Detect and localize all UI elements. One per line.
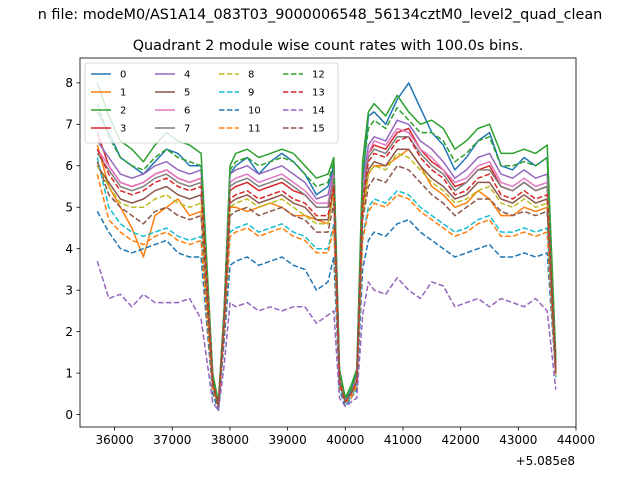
y-tick-label: 8 [65,76,73,90]
y-tick-label: 0 [65,408,73,422]
series-line-7 [96,136,557,408]
y-tick-label: 3 [65,283,73,297]
legend-label-2: 2 [120,106,126,117]
x-tick-label: 43000 [499,433,537,447]
y-tick-label: 5 [65,201,73,215]
plot-area [96,82,557,412]
x-tick-label: 41000 [384,433,422,447]
x-tick-label: 40000 [326,433,364,447]
x-tick-label: 44000 [557,433,595,447]
series-line-12 [96,103,557,403]
series-line-11 [96,173,557,408]
legend-label-0: 0 [120,70,126,81]
x-tick-label: 39000 [269,433,307,447]
legend-label-10: 10 [248,106,261,117]
legend-label-15: 15 [312,124,325,135]
y-tick-label: 1 [65,366,73,380]
series-line-2 [96,82,557,403]
series-line-8 [96,152,557,408]
legend-label-7: 7 [184,124,190,135]
legend-label-13: 13 [312,88,325,99]
axes: 36000 37000 38000 39000 40000 41000 42000 43000… [65,57,595,447]
legend-label-11: 11 [248,124,261,135]
legend-label-8: 8 [248,70,254,81]
legend-label-1: 1 [120,88,126,99]
series-line-9 [96,157,557,408]
legend-label-3: 3 [120,124,126,135]
legend-label-12: 12 [312,70,325,81]
legend-label-4: 4 [184,70,190,81]
figure-suptitle: n file: modeM0/AS1A14_083T03_9000006548_… [38,7,603,23]
series-line-4 [96,119,557,408]
y-tick-label: 7 [65,118,73,132]
legend-label-14: 14 [312,106,325,117]
y-tick-label: 2 [65,325,73,339]
x-tick-label: 37000 [153,433,191,447]
legend-label-6: 6 [184,106,190,117]
x-offset-label: +5.085e8 [516,454,575,468]
legend-label-9: 9 [248,88,254,99]
series-line-1 [96,144,557,408]
x-tick-label: 36000 [96,433,134,447]
legend-label-5: 5 [184,88,190,99]
series-line-14 [96,260,557,412]
series-line-15 [96,161,557,408]
series-line-10 [96,211,557,412]
legend-box [84,62,339,144]
x-tick-label: 42000 [442,433,480,447]
x-tick-label: 38000 [211,433,249,447]
y-tick-label: 4 [65,242,73,256]
chart-title: Quadrant 2 module wise count rates with … [133,38,524,54]
y-tick-label: 6 [65,159,73,173]
axes-frame [79,57,577,428]
series-line-13 [96,136,557,408]
